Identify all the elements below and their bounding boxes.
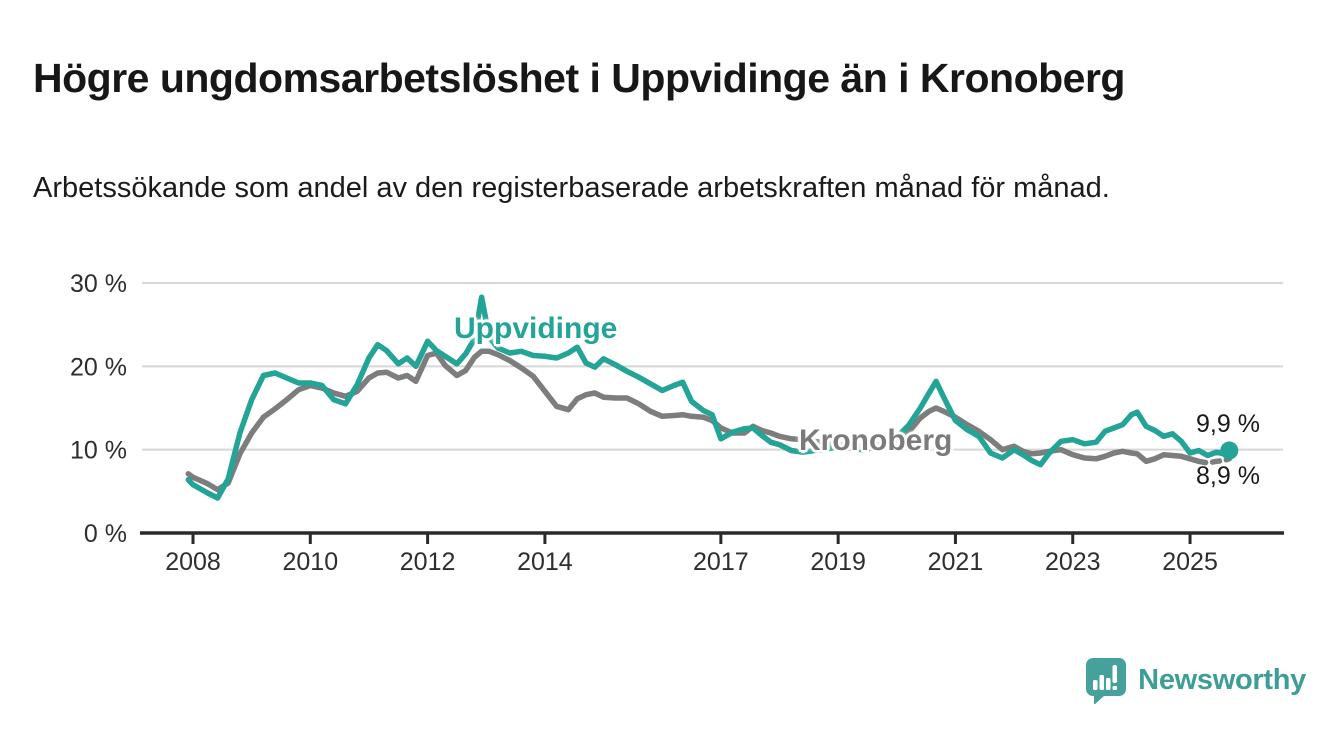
- newsworthy-logo-text: Newsworthy: [1138, 663, 1306, 696]
- gridlines: [142, 282, 1283, 451]
- x-tick-label: 2017: [693, 548, 749, 576]
- chart-subtitle: Arbetssökande som andel av den registerb…: [33, 172, 1110, 204]
- x-axis-tick-labels: 2008 2010 2012 2014 2017 2019 2021 2023 2025: [165, 548, 1218, 576]
- y-tick-label: 20 %: [70, 353, 127, 381]
- page-title: Högre ungdomsarbetslöshet i Uppvidinge ä…: [33, 55, 1125, 102]
- series-label-uppvidinge: Uppvidinge: [454, 312, 618, 345]
- x-tick-label: 2025: [1162, 548, 1218, 576]
- x-tick-label: 2023: [1045, 548, 1101, 576]
- x-tick-label: 2021: [928, 548, 984, 576]
- y-tick-label: 30 %: [70, 270, 127, 298]
- kronoberg-line-dashed: [1196, 456, 1233, 466]
- x-tick-label: 2010: [282, 548, 338, 576]
- y-axis-labels: 30 % 20 % 10 % 0 %: [70, 270, 127, 548]
- kronoberg-line: [185, 348, 1202, 493]
- uppvidinge-end-value: 9,9 %: [1196, 410, 1260, 438]
- x-tick-label: 2019: [810, 548, 866, 576]
- newsworthy-logo: Newsworthy: [1082, 656, 1306, 704]
- y-tick-label: 10 %: [70, 437, 127, 465]
- newsworthy-logo-icon: [1086, 658, 1127, 704]
- series-label-kronoberg: Kronoberg: [799, 424, 953, 457]
- bar-chart-glyph: [1093, 665, 1118, 690]
- uppvidinge-line: [185, 294, 1233, 501]
- x-tick-label: 2012: [400, 548, 456, 576]
- y-tick-label: 0 %: [84, 520, 127, 548]
- x-tick-label: 2008: [165, 548, 221, 576]
- x-tick-label: 2014: [517, 548, 573, 576]
- x-axis-ticks: [191, 533, 1192, 544]
- uppvidinge-end-dot: [1220, 441, 1239, 460]
- kronoberg-end-value: 8,9 %: [1196, 462, 1260, 490]
